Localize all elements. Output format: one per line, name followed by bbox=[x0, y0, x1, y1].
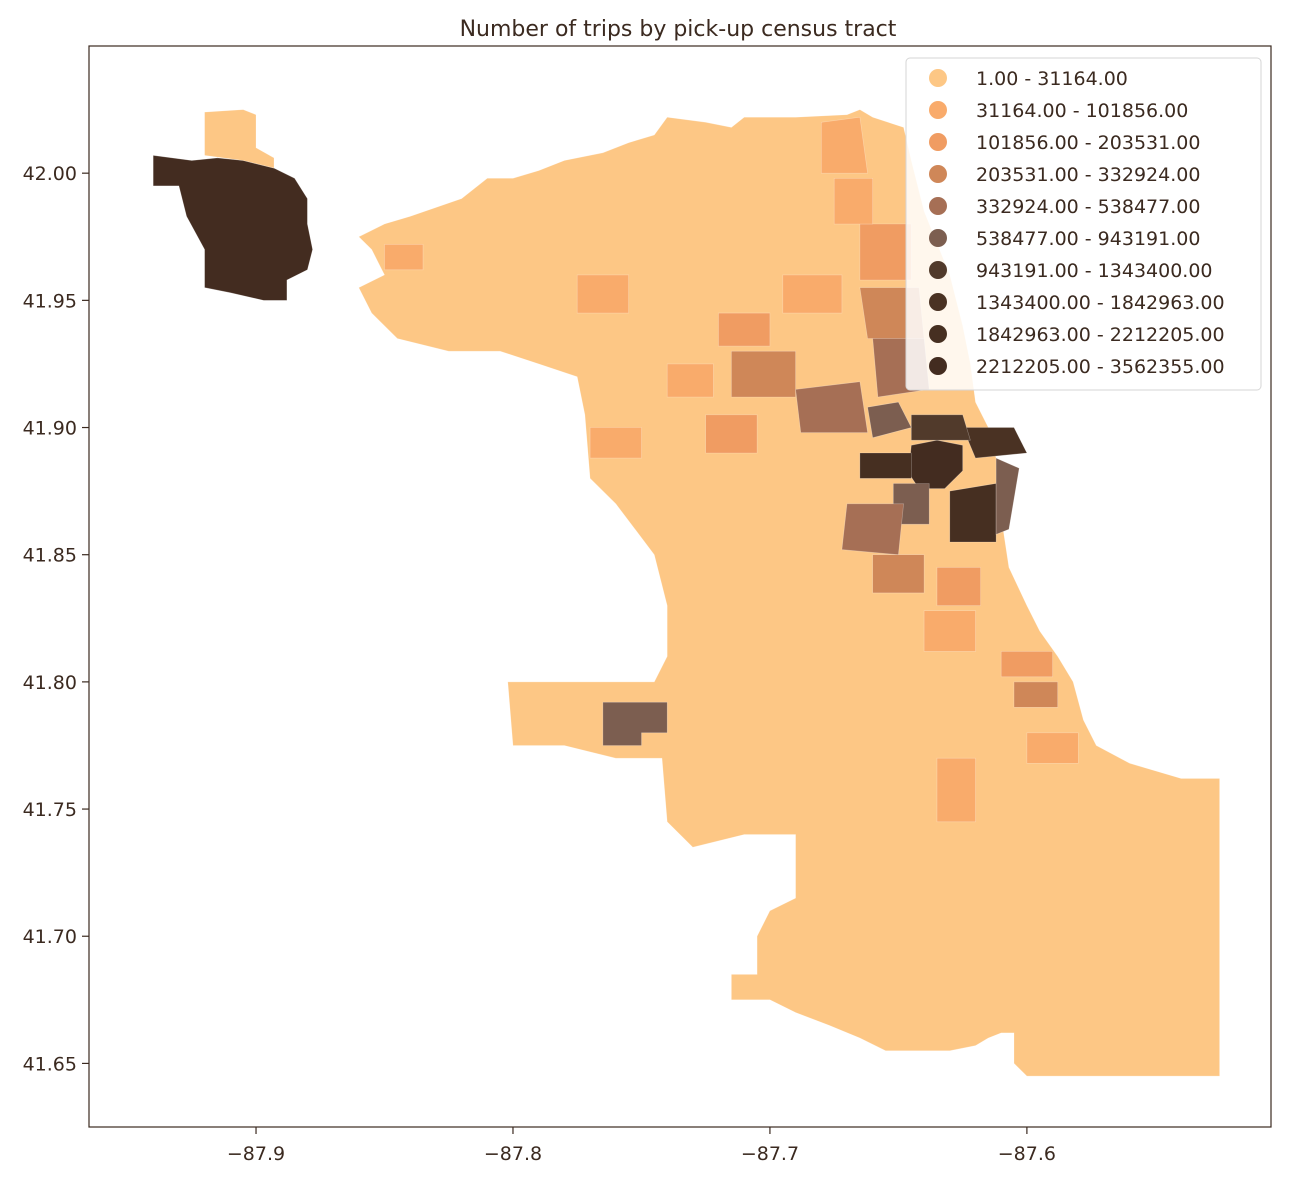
y-tick-label: 42.00 bbox=[23, 163, 77, 185]
x-tick-label: −87.6 bbox=[998, 1143, 1056, 1165]
y-tick-label: 41.65 bbox=[23, 1053, 77, 1075]
region-kenwood bbox=[1000, 651, 1053, 678]
region-west-loop bbox=[859, 452, 912, 479]
legend-marker bbox=[929, 357, 947, 375]
legend-label: 101856.00 - 203531.00 bbox=[976, 132, 1200, 154]
legend-label: 2212205.00 - 3562355.00 bbox=[976, 356, 1225, 378]
legend-marker bbox=[929, 325, 947, 343]
region-midway bbox=[602, 701, 668, 746]
y-tick-label: 41.75 bbox=[23, 799, 77, 821]
region-near-north bbox=[910, 414, 971, 441]
legend-label: 943191.00 - 1343400.00 bbox=[976, 260, 1213, 282]
legend-marker bbox=[929, 101, 947, 119]
y-tick-label: 41.95 bbox=[23, 290, 77, 312]
legend-marker bbox=[929, 133, 947, 151]
legend-label: 538477.00 - 943191.00 bbox=[976, 228, 1200, 250]
legend-marker bbox=[929, 197, 947, 215]
region-avondale bbox=[718, 312, 771, 347]
y-tick-label: 41.90 bbox=[23, 418, 77, 440]
region-humboldt bbox=[705, 414, 758, 454]
plot-frame bbox=[88, 45, 1272, 1128]
region-rogers-park bbox=[820, 116, 868, 174]
region-streeterville bbox=[962, 427, 1028, 459]
legend-marker bbox=[929, 69, 947, 87]
region-south-shore bbox=[1026, 732, 1079, 764]
legend-label: 332924.00 - 538477.00 bbox=[976, 196, 1200, 218]
legend-label: 1.00 - 31164.00 bbox=[976, 68, 1128, 90]
region-edgewater bbox=[833, 178, 874, 225]
region-portage-park bbox=[576, 274, 629, 314]
region-douglas bbox=[936, 567, 981, 606]
region-austin bbox=[589, 427, 642, 459]
region-hermosa bbox=[666, 363, 714, 398]
region-hyde-park bbox=[1013, 681, 1058, 708]
region-uptown bbox=[859, 223, 912, 281]
legend-label: 1842963.00 - 2212205.00 bbox=[976, 324, 1225, 346]
region-north-center bbox=[782, 274, 843, 314]
y-tick-label: 41.70 bbox=[23, 926, 77, 948]
region-bridgeport bbox=[872, 554, 925, 594]
region-dunning bbox=[384, 244, 424, 271]
legend-label: 203531.00 - 332924.00 bbox=[976, 164, 1200, 186]
region-wicker-park bbox=[795, 381, 868, 433]
census-tracts-layer bbox=[152, 109, 1220, 1077]
region-chatham bbox=[936, 757, 976, 823]
y-tick-label: 41.80 bbox=[23, 672, 77, 694]
x-tick-label: −87.7 bbox=[741, 1143, 799, 1165]
legend-marker bbox=[929, 165, 947, 183]
legend-label: 31164.00 - 101856.00 bbox=[976, 100, 1188, 122]
legend-marker bbox=[929, 229, 947, 247]
region-near-west-1 bbox=[867, 401, 912, 439]
legend-marker bbox=[929, 261, 947, 279]
x-axis: −87.9 −87.8 −87.7 −87.6 bbox=[227, 1127, 1056, 1165]
region-bronzeville bbox=[923, 610, 976, 652]
y-axis: 42.00 41.95 41.90 41.85 41.80 41.75 41.70 41.65 bbox=[23, 163, 89, 1075]
legend: 1.00 - 31164.00 31164.00 - 101856.00 10185… bbox=[905, 57, 1262, 391]
legend-label: 1343400.00 - 1842963.00 bbox=[976, 292, 1225, 314]
legend-marker bbox=[929, 293, 947, 311]
region-logan-square bbox=[731, 350, 796, 398]
region-near-west-3 bbox=[995, 457, 1020, 535]
x-tick-label: −87.8 bbox=[484, 1143, 542, 1165]
x-tick-label: −87.9 bbox=[227, 1143, 285, 1165]
region-o-hare-north-strip bbox=[204, 109, 275, 169]
legend-box bbox=[905, 57, 1262, 391]
y-tick-label: 41.85 bbox=[23, 545, 77, 567]
region-pilsen bbox=[841, 503, 904, 556]
region-south-loop bbox=[949, 483, 997, 543]
chart-title: Number of trips by pick-up census tract bbox=[460, 17, 897, 42]
region-city-main bbox=[358, 109, 1220, 1077]
